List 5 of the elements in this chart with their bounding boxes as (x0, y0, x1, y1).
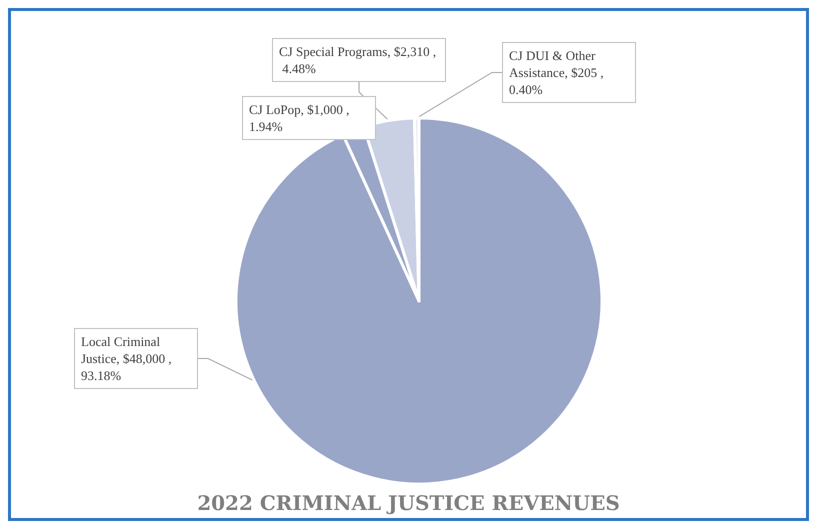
slice-label: Local Criminal Justice, $48,000 , 93.18% (81, 334, 175, 383)
text: 2022 CRIMINAL JUSTICE REVENUES (197, 491, 620, 515)
slice-label: CJ LoPop, $1,000 , 1.94% (249, 102, 353, 134)
slice-label: CJ DUI & Other Assistance, $205 , 0.40% (509, 48, 607, 97)
slice-label: CJ Special Programs, $2,310 , 4.48% (279, 44, 436, 76)
